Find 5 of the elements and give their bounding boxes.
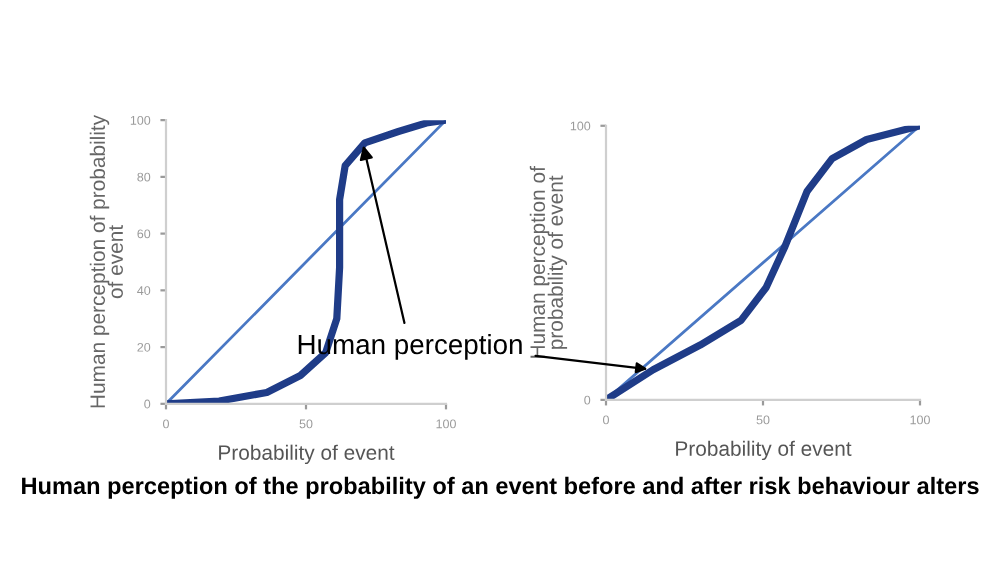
x-axis-title: Probability of event bbox=[219, 444, 395, 465]
text: Human perception of the probability of an event before and after risk behaviour alters bbox=[22, 476, 979, 499]
y-axis-title: Human perception of probability of event bbox=[529, 166, 568, 358]
x-axis-title: Probability of event bbox=[676, 440, 852, 461]
y-axis-title: Human perception of probability of event bbox=[89, 114, 123, 408]
